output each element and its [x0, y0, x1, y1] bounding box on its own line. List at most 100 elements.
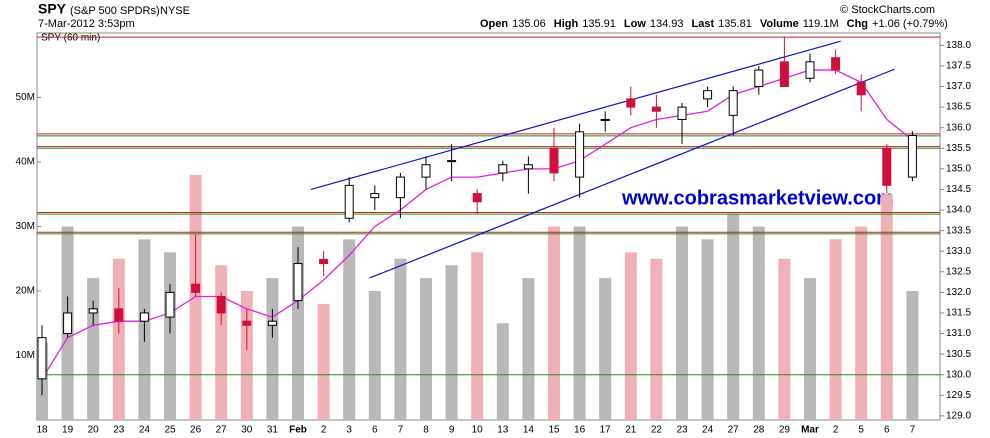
- x-tick-label: 23: [676, 425, 688, 436]
- candle-body: [549, 147, 559, 174]
- quote-label: Volume: [760, 18, 799, 30]
- volume-tick-label: 40M: [16, 157, 35, 168]
- y-tick-label: 137.0: [946, 81, 971, 92]
- y-tick-label: 138.0: [946, 40, 971, 51]
- quote-label: High: [554, 18, 579, 30]
- watermark: www.cobrasmarketview.com: [621, 187, 894, 209]
- candle-body: [395, 176, 405, 199]
- x-tick-label: 29: [779, 425, 791, 436]
- x-tick-label: 2: [833, 425, 839, 436]
- x-tick-label: 31: [267, 425, 279, 436]
- volume-bar: [522, 278, 535, 420]
- candle-body: [319, 258, 329, 265]
- volume-bar: [829, 239, 842, 420]
- x-tick-label: 28: [753, 425, 765, 436]
- quote-label: Low: [624, 18, 646, 30]
- x-tick-label: 21: [625, 425, 637, 436]
- x-tick-label: 27: [216, 425, 228, 436]
- y-tick-label: 133.0: [946, 246, 971, 257]
- x-tick-label: 13: [497, 425, 509, 436]
- candle-body: [831, 57, 841, 71]
- y-tick-label: 136.5: [946, 102, 971, 113]
- y-tick-label: 131.5: [946, 308, 971, 319]
- volume-bar: [215, 265, 228, 420]
- x-tick-label: 6: [884, 425, 890, 436]
- x-tick-label: 6: [372, 425, 378, 436]
- quote-value: 135.06: [512, 18, 546, 30]
- trendline: [369, 68, 895, 279]
- volume-bar: [548, 226, 560, 420]
- y-tick-label: 134.0: [946, 205, 971, 216]
- candle-body: [216, 295, 226, 314]
- candle-body: [805, 61, 815, 79]
- candle-body: [37, 337, 47, 380]
- volume-tick-label: 30M: [16, 221, 35, 232]
- x-tick-label: Mar: [801, 425, 819, 436]
- candle-body: [575, 131, 585, 178]
- candle-body: [139, 312, 149, 322]
- quote-label: Open: [480, 18, 508, 30]
- volume-bar: [599, 278, 612, 420]
- volume-bar: [394, 258, 407, 420]
- x-tick-label: 17: [600, 425, 612, 436]
- x-tick-label: 16: [574, 425, 586, 436]
- candle-body: [421, 164, 431, 178]
- volume-bar: [368, 291, 381, 420]
- y-tick-label: 137.5: [946, 61, 971, 72]
- quote-value: 135.81: [718, 18, 752, 30]
- volume-bar: [87, 278, 100, 420]
- candle-body: [63, 312, 73, 335]
- volume-bar: [112, 258, 125, 420]
- volume-bar: [880, 194, 893, 420]
- candle-body: [600, 118, 610, 121]
- candle-body: [293, 263, 303, 302]
- x-tick-label: 9: [449, 425, 455, 436]
- x-tick-label: 23: [113, 425, 125, 436]
- company-name: (S&P 500 SPDRs): [70, 5, 160, 17]
- quote-value: +1.06 (+0.79%): [872, 18, 948, 30]
- volume-bar: [624, 252, 637, 420]
- trendline: [310, 40, 841, 191]
- volume-bar: [420, 278, 432, 420]
- x-tick-label: 2: [321, 425, 327, 436]
- candle-body: [882, 147, 892, 186]
- y-tick-label: 130.5: [946, 349, 971, 360]
- y-tick-label: 130.0: [946, 369, 971, 380]
- quote-label: Chg: [847, 18, 868, 30]
- candle-body: [754, 69, 764, 88]
- x-tick-label: 30: [241, 425, 253, 436]
- y-tick-label: 136.0: [946, 122, 971, 133]
- x-tick-label: 26: [190, 425, 202, 436]
- y-tick-label: 132.5: [946, 266, 971, 277]
- x-tick-label: 15: [548, 425, 560, 436]
- volume-bar: [445, 265, 458, 420]
- y-tick-label: 135.0: [946, 164, 971, 175]
- x-tick-label: 22: [651, 425, 663, 436]
- volume-bar: [752, 226, 765, 420]
- volume-bar: [650, 258, 663, 420]
- volume-bar: [855, 226, 868, 420]
- x-tick-label: 14: [523, 425, 535, 436]
- volume-bar: [906, 291, 919, 420]
- x-tick-label: 25: [164, 425, 176, 436]
- candle-body: [242, 320, 252, 326]
- y-tick-label: 129.5: [946, 390, 971, 401]
- volume-tick-label: 10M: [16, 350, 35, 361]
- candle-body: [651, 106, 661, 112]
- exchange: NYSE: [160, 5, 190, 17]
- y-tick-label: 133.5: [946, 225, 971, 236]
- x-tick-label: 7: [910, 425, 916, 436]
- volume-bar: [496, 323, 509, 420]
- x-tick-label: 24: [702, 425, 714, 436]
- candle-body: [523, 164, 533, 170]
- candle-body: [856, 81, 866, 96]
- y-tick-label: 129.0: [946, 411, 971, 422]
- volume-bar: [573, 226, 586, 420]
- candle-body: [88, 308, 98, 314]
- volume-bar: [778, 258, 791, 420]
- x-tick-label: 27: [728, 425, 740, 436]
- quote-value: 135.91: [582, 18, 616, 30]
- candle-body: [779, 61, 789, 88]
- candle-body: [114, 308, 124, 322]
